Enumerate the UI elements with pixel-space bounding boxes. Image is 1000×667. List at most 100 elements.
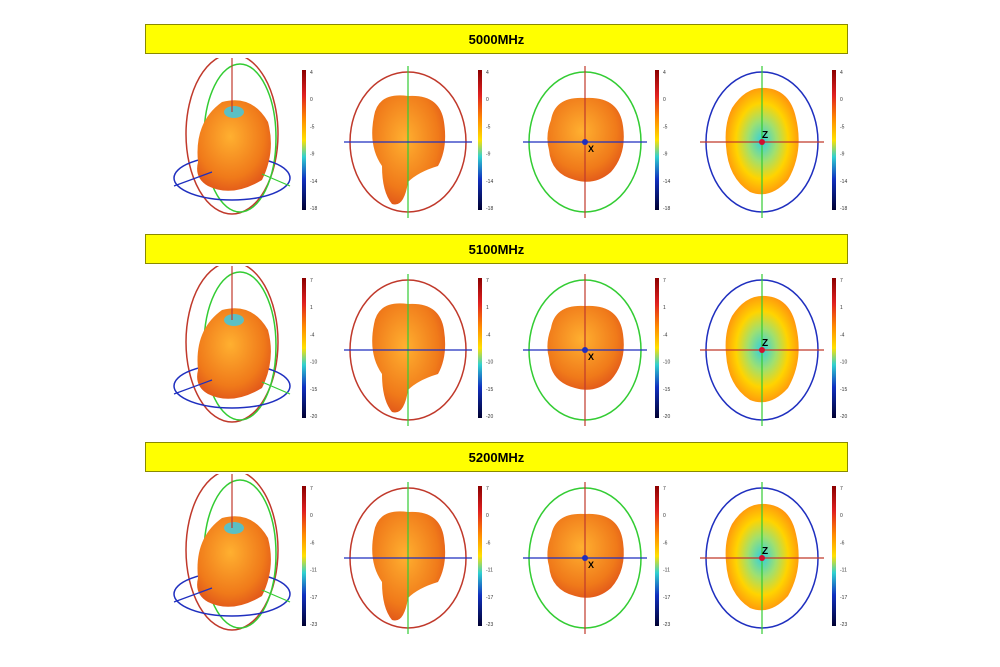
color-scale-bar: [478, 486, 482, 626]
color-scale-bar: [302, 278, 306, 418]
band-title: 5200MHz: [468, 449, 525, 465]
color-scale-tick-label: -20: [486, 414, 493, 420]
row-5000: X Z 4 0 -5 -9 -14 -18 4 0 -5 -9 -14 -18 4 0 -5 -9 -14 -18 4 0…: [0, 58, 1000, 238]
color-scale-tick-label: 0: [486, 513, 489, 519]
null-spot: [224, 522, 244, 534]
color-scale: 4 0 -5 -9 -14 -18: [832, 70, 847, 212]
color-scale-tick-label: 4: [310, 70, 313, 76]
x-axis-line: [173, 171, 213, 187]
y-axis-line: [261, 173, 291, 187]
color-scale-tick-label: -9: [310, 152, 315, 158]
color-scale-tick-label: 4: [486, 70, 489, 76]
axis-label-x: X: [588, 144, 594, 154]
axis-label-x: X: [588, 352, 594, 362]
color-scale-tick-label: -5: [840, 124, 845, 130]
color-scale-tick-label: -4: [486, 332, 491, 338]
patterns-5000: X Z 4 0 -5 -9 -14 -18 4 0 -5 -9 -14 -18 4 0 -5 -9 -14 -18 4 0…: [173, 58, 847, 218]
y-axis-line: [261, 381, 291, 395]
color-scale-tick-label: -17: [486, 595, 493, 601]
color-scale-bar: [655, 486, 659, 626]
color-scale-bar: [655, 278, 659, 418]
color-scale-tick-label: -18: [840, 206, 847, 212]
pattern-panel-3d: [173, 474, 291, 631]
color-scale-tick-label: 7: [840, 486, 843, 492]
axis-label-x: X: [588, 560, 594, 570]
color-scale-tick-label: -5: [486, 124, 491, 130]
row-5100: X Z 7 1 -4 -10 -15 -20 7 1 -4 -10 -15 -20 7 1 -4 -10 -15 -2…: [0, 266, 1000, 446]
color-scale-tick-label: 0: [840, 97, 843, 103]
color-scale-tick-label: -15: [486, 387, 493, 393]
null-spot: [224, 314, 244, 326]
color-scale-tick-label: -18: [310, 206, 317, 212]
color-scale-tick-label: -10: [663, 360, 670, 366]
color-scale-tick-label: 7: [663, 486, 666, 492]
origin-dot: [582, 139, 588, 145]
color-scale-tick-label: -6: [486, 540, 491, 546]
color-scale: 7 1 -4 -10 -15 -20: [302, 278, 317, 420]
color-scale: 4 0 -5 -9 -14 -18: [478, 70, 493, 212]
color-scale-bar: [478, 70, 482, 210]
band-5000: 5000MHz: [145, 24, 848, 54]
color-scale-bar: [832, 486, 836, 626]
pattern-panel-top-xy: Z: [700, 274, 824, 426]
color-scale-tick-label: -14: [486, 179, 493, 185]
origin-dot: [582, 555, 588, 561]
color-scale-tick-label: -23: [840, 622, 847, 628]
color-scale-bar: [478, 278, 482, 418]
color-scale-tick-label: 7: [310, 278, 313, 284]
color-scale: 7 0 -6 -11 -17 -23: [302, 486, 317, 628]
color-scale-tick-label: -9: [486, 152, 491, 158]
red-ring: [185, 474, 279, 631]
color-scale-tick-label: 7: [486, 278, 489, 284]
color-scale-tick-label: -17: [310, 595, 317, 601]
color-scale-tick-label: 0: [663, 97, 666, 103]
color-scale-tick-label: -5: [310, 124, 315, 130]
color-scale-tick-label: -10: [486, 360, 493, 366]
color-scale: 7 1 -4 -10 -15 -20: [478, 278, 493, 420]
band-title: 5000MHz: [468, 31, 525, 47]
color-scale-tick-label: -20: [663, 414, 670, 420]
pattern-lobe: [197, 100, 271, 191]
color-scale-tick-label: -18: [486, 206, 493, 212]
color-scale-tick-label: -6: [663, 540, 668, 546]
color-scale: 7 1 -4 -10 -15 -20: [655, 278, 670, 420]
y-axis-line: [261, 589, 291, 603]
red-ring: [185, 58, 279, 215]
color-scale-tick-label: -23: [663, 622, 670, 628]
color-scale-tick-label: -17: [840, 595, 847, 601]
axis-label-z: Z: [762, 546, 768, 557]
color-scale-bar: [832, 70, 836, 210]
color-scale-tick-label: -5: [663, 124, 668, 130]
pattern-panel-3d: [173, 266, 291, 423]
x-axis-line: [173, 587, 213, 603]
color-scale: 7 0 -6 -11 -17 -23: [832, 486, 847, 628]
pattern-panel-side-xz: [344, 66, 472, 218]
pattern-lobe: [372, 95, 446, 205]
color-scale-tick-label: 4: [840, 70, 843, 76]
band-5100: 5100MHz: [145, 234, 848, 264]
color-scale-tick-label: 7: [486, 486, 489, 492]
pattern-panel-side-yz: X: [523, 274, 647, 426]
color-scale-tick-label: -4: [310, 332, 315, 338]
color-scale-bar: [302, 70, 306, 210]
origin-dot: [759, 555, 765, 561]
red-ring: [185, 266, 279, 423]
origin-dot: [759, 139, 765, 145]
color-scale-tick-label: -15: [840, 387, 847, 393]
color-scale-tick-label: -9: [663, 152, 668, 158]
color-scale-tick-label: -10: [310, 360, 317, 366]
pattern-panel-top-xy: Z: [700, 66, 824, 218]
patterns-5100: X Z 7 1 -4 -10 -15 -20 7 1 -4 -10 -15 -20 7 1 -4 -10 -15 -2…: [173, 266, 847, 426]
color-scale-tick-label: -23: [486, 622, 493, 628]
color-scale-tick-label: -6: [840, 540, 845, 546]
color-scale-tick-label: 0: [663, 513, 666, 519]
color-scale-tick-label: -11: [310, 568, 317, 574]
axis-label-z: Z: [762, 130, 768, 141]
color-scale-tick-label: -17: [663, 595, 670, 601]
color-scale-bar: [302, 486, 306, 626]
pattern-lobe: [197, 308, 271, 399]
color-scale-tick-label: -23: [310, 622, 317, 628]
color-scale-tick-label: 7: [310, 486, 313, 492]
color-scale-tick-label: -10: [840, 360, 847, 366]
color-scale-tick-label: 0: [840, 513, 843, 519]
